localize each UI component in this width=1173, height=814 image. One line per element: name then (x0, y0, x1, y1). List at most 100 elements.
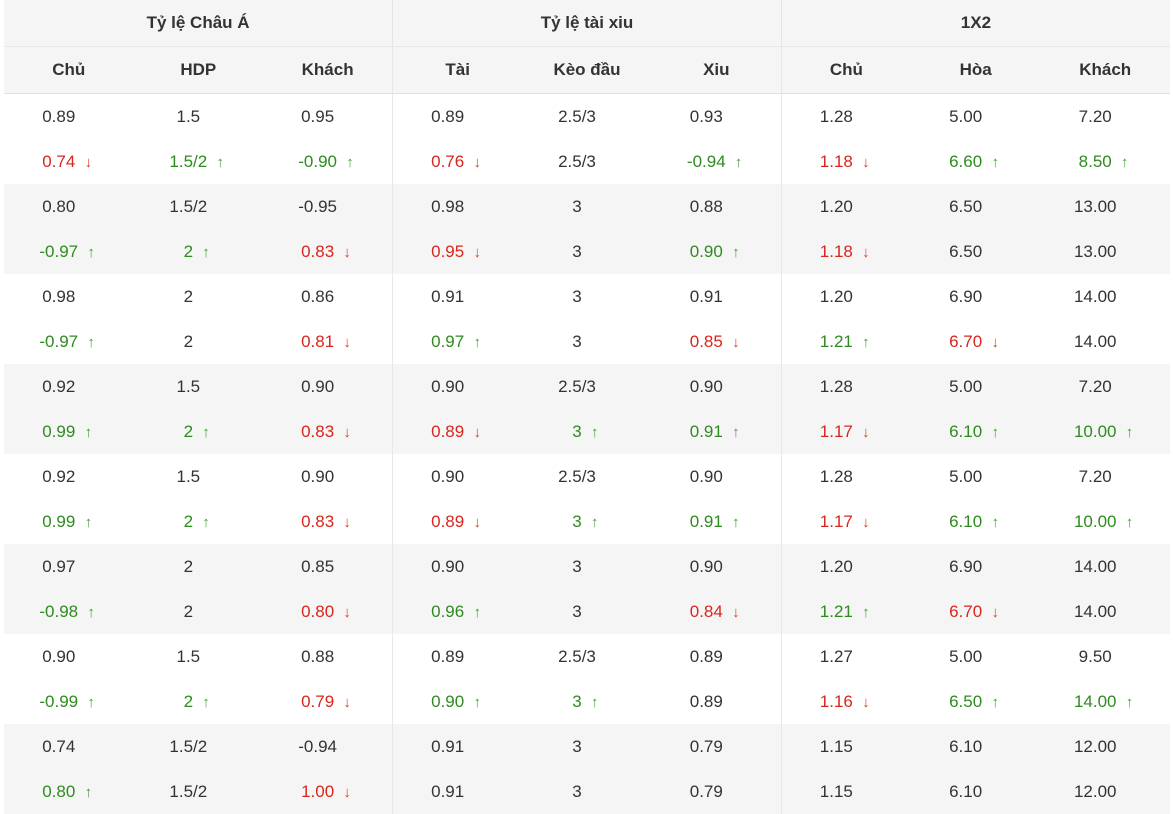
odds-value: 2 (184, 692, 193, 712)
odds-cell-ah-hdp: 2↑ (134, 229, 264, 274)
col-header-opening-line: Kèo đầu (522, 47, 652, 94)
odds-cell-ah-hdp: 1.5↑ (134, 94, 264, 140)
odds-cell-ah-away: 0.81↓ (263, 319, 393, 364)
odds-value: 1.16 (820, 692, 853, 712)
odds-value: 0.88 (690, 197, 723, 217)
odds-value: 6.60 (949, 152, 982, 172)
odds-cell-ou-under: 0.93↑ (652, 94, 782, 140)
odds-value: -0.94 (687, 152, 726, 172)
odds-value: 0.83 (301, 512, 334, 532)
odds-value: 6.90 (949, 287, 982, 307)
odds-value: 1.20 (820, 287, 853, 307)
odds-cell-ou-over: 0.90↑ (393, 544, 523, 589)
odds-cell-ah-home: 0.97↑ (4, 544, 134, 589)
arrow-up-icon: ↑ (988, 694, 1002, 711)
odds-value: 1.5 (177, 107, 201, 127)
table-row: 0.98↑2↑0.86↑0.91↑3↑0.91↑1.20↑6.90↑14.00↑ (4, 274, 1170, 319)
odds-cell-ou-over: 0.90 ↑ (393, 679, 523, 724)
odds-cell-x12-away: 13.00↑ (1040, 229, 1170, 274)
arrow-up-icon: ↑ (1122, 514, 1136, 531)
odds-value: 1.5/2 (169, 197, 207, 217)
odds-cell-ah-away: 0.88↑ (263, 634, 393, 679)
odds-value: 1.15 (820, 737, 853, 757)
odds-cell-x12-away: 7.20↑ (1040, 94, 1170, 140)
arrow-up-icon: ↑ (81, 784, 95, 801)
arrow-down-icon: ↓ (859, 424, 873, 441)
group-header-asian-handicap: Tỷ lệ Châu Á (4, 0, 393, 47)
arrow-up-icon: ↑ (588, 514, 602, 531)
table-row: 0.99↑2↑0.83↓0.89↓3↑0.91↑1.17↓6.10↑10.00↑ (4, 499, 1170, 544)
odds-value: 2 (184, 557, 193, 577)
odds-value: -0.97 (39, 242, 78, 262)
table-row: 0.92↑1.5↑0.90↑0.90↑2.5/3↑0.90↑1.28↑5.00↑… (4, 364, 1170, 409)
odds-value: 1.5/2 (169, 152, 207, 172)
odds-cell-ah-away: 0.85↑ (263, 544, 393, 589)
arrow-up-icon: ↑ (729, 244, 743, 261)
arrow-down-icon: ↓ (729, 604, 743, 621)
odds-cell-ah-away: 0.90↑ (263, 454, 393, 499)
odds-cell-ah-hdp: 2↑ (134, 274, 264, 319)
col-header-hdp: HDP (134, 47, 264, 94)
odds-value: 0.89 (42, 107, 75, 127)
odds-cell-ou-over: 0.89↑ (393, 94, 523, 140)
odds-cell-x12-home: 1.20↑ (781, 184, 911, 229)
odds-cell-ou-over: 0.76↓ (393, 139, 523, 184)
odds-cell-ah-hdp: 1.5↑ (134, 364, 264, 409)
odds-value: 0.97 (42, 557, 75, 577)
arrow-up-icon: ↑ (199, 694, 213, 711)
odds-value: 0.90 (431, 692, 464, 712)
odds-cell-x12-draw: 6.50↑ (911, 679, 1041, 724)
odds-cell-x12-draw: 6.60 ↑ (911, 139, 1041, 184)
table-row: 0.80↑1.5/2↑-0.95↑0.98↑3↑0.88↑1.20↑6.50↑1… (4, 184, 1170, 229)
odds-value: 0.99 (42, 512, 75, 532)
odds-value: 13.00 (1074, 197, 1117, 217)
table-row: -0.98↑2↑0.80↓0.96↑3↑0.84↓1.21↑6.70↓14.00… (4, 589, 1170, 634)
odds-cell-ah-away: 0.83↓ (263, 499, 393, 544)
odds-cell-x12-draw: 6.50↑ (911, 184, 1041, 229)
odds-value: 0.95 (431, 242, 464, 262)
odds-cell-ah-away: 0.86↑ (263, 274, 393, 319)
arrow-up-icon: ↑ (84, 334, 98, 351)
arrow-up-icon: ↑ (199, 424, 213, 441)
odds-value: 2 (184, 287, 193, 307)
arrow-down-icon: ↓ (340, 694, 354, 711)
odds-cell-x12-home: 1.28↑ (781, 364, 911, 409)
odds-cell-ou-line: 3↑ (522, 274, 652, 319)
odds-cell-x12-home: 1.17↓ (781, 409, 911, 454)
arrow-up-icon: ↑ (84, 694, 98, 711)
odds-value: 3 (572, 287, 581, 307)
arrow-down-icon: ↓ (729, 334, 743, 351)
odds-value: 1.5 (177, 467, 201, 487)
odds-cell-ou-line: 3↑ (522, 229, 652, 274)
odds-value: 0.91 (431, 287, 464, 307)
table-row: 0.90↑1.5↑0.88↑0.89↑2.5/3↑0.89↑1.27↑5.00↑… (4, 634, 1170, 679)
odds-value: 3 (572, 557, 581, 577)
col-header-under: Xiu (652, 47, 782, 94)
col-header-home: Chủ (4, 47, 134, 94)
odds-value: 0.89 (431, 422, 464, 442)
table-row: 0.92↑1.5↑0.90↑0.90↑2.5/3↑0.90↑1.28↑5.00↑… (4, 454, 1170, 499)
odds-value: 0.84 (690, 602, 723, 622)
arrow-up-icon: ↑ (988, 154, 1002, 171)
arrow-up-icon: ↑ (1122, 424, 1136, 441)
odds-value: 2.5/3 (558, 152, 596, 172)
odds-value: -0.95 (298, 197, 337, 217)
odds-cell-x12-home: 1.28↑ (781, 94, 911, 140)
odds-value: 0.91 (690, 287, 723, 307)
odds-value: 1.27 (820, 647, 853, 667)
odds-value: -0.98 (39, 602, 78, 622)
odds-cell-x12-home: 1.17↓ (781, 499, 911, 544)
odds-cell-ah-hdp: 1.5↑ (134, 454, 264, 499)
arrow-up-icon: ↑ (470, 694, 484, 711)
table-row: -0.99↑2↑0.79↓0.90↑3↑0.89↑1.16↓6.50↑14.00… (4, 679, 1170, 724)
odds-value: 2.5/3 (558, 107, 596, 127)
odds-value: 0.92 (42, 377, 75, 397)
odds-cell-ou-under: 0.85↓ (652, 319, 782, 364)
arrow-down-icon: ↓ (81, 154, 95, 171)
odds-value: 5.00 (949, 647, 982, 667)
odds-cell-x12-draw: 5.00↑ (911, 94, 1041, 140)
odds-value: 1.5/2 (169, 782, 207, 802)
arrow-up-icon: ↑ (988, 514, 1002, 531)
odds-cell-ah-hdp: 1.5/2↑ (134, 724, 264, 769)
